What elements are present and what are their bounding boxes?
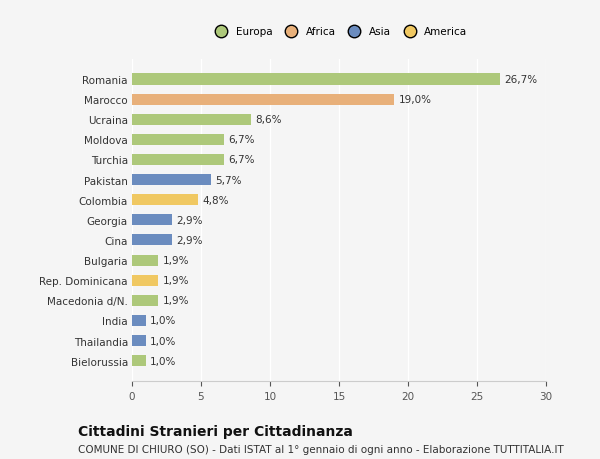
Text: 19,0%: 19,0% (398, 95, 431, 105)
Text: 1,9%: 1,9% (163, 275, 189, 285)
Bar (132, 195, 198, 206)
Bar (132, 215, 172, 226)
Bar (132, 335, 146, 346)
Bar (132, 134, 224, 146)
Text: 5,7%: 5,7% (215, 175, 241, 185)
Text: 6,7%: 6,7% (229, 155, 255, 165)
Text: 1,0%: 1,0% (150, 316, 176, 326)
Legend: Europa, Africa, Asia, America: Europa, Africa, Asia, America (206, 23, 472, 41)
Text: 2,9%: 2,9% (176, 235, 203, 246)
Bar (132, 114, 251, 125)
Text: 1,9%: 1,9% (163, 296, 189, 306)
Text: 26,7%: 26,7% (505, 75, 538, 85)
Bar (132, 95, 394, 106)
Bar (132, 295, 158, 306)
Bar (132, 235, 172, 246)
Bar (132, 74, 500, 85)
Text: 2,9%: 2,9% (176, 215, 203, 225)
Bar (132, 174, 211, 186)
Text: 8,6%: 8,6% (255, 115, 281, 125)
Text: 1,0%: 1,0% (150, 336, 176, 346)
Bar (132, 255, 158, 266)
Bar (132, 275, 158, 286)
Text: COMUNE DI CHIURO (SO) - Dati ISTAT al 1° gennaio di ogni anno - Elaborazione TUT: COMUNE DI CHIURO (SO) - Dati ISTAT al 1°… (78, 444, 564, 454)
Text: 1,9%: 1,9% (163, 256, 189, 265)
Text: 6,7%: 6,7% (229, 135, 255, 145)
Bar (132, 315, 146, 326)
Text: 1,0%: 1,0% (150, 356, 176, 366)
Bar (132, 155, 224, 166)
Text: Cittadini Stranieri per Cittadinanza: Cittadini Stranieri per Cittadinanza (78, 425, 353, 438)
Text: 4,8%: 4,8% (202, 195, 229, 205)
Bar (132, 355, 146, 366)
